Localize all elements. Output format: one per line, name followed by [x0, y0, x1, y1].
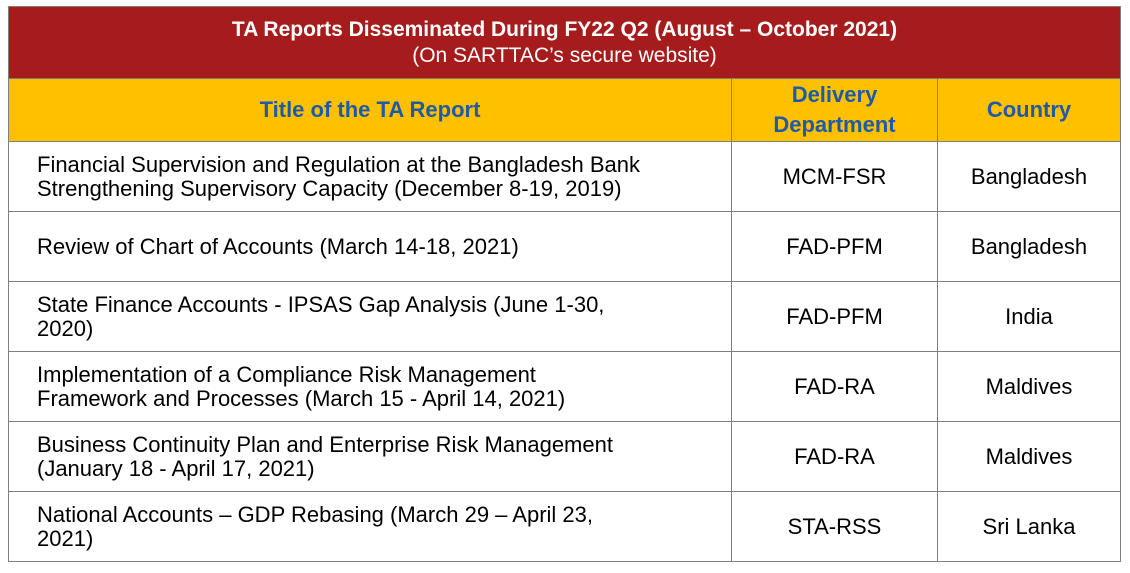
delivery-department-cell: MCM-FSR	[731, 141, 938, 212]
table-title: TA Reports Disseminated During FY22 Q2 (…	[231, 17, 898, 41]
report-title-cell: Business Continuity Plan and Enterprise …	[8, 421, 732, 492]
report-title-cell: State Finance Accounts - IPSAS Gap Analy…	[8, 281, 732, 352]
table-subtitle: (On SARTTAC’s secure website)	[412, 43, 717, 67]
report-title-line2: Framework and Processes (March 15 - Apri…	[37, 385, 566, 411]
column-header-country: Country	[937, 78, 1121, 142]
delivery-department-cell: STA-RSS	[731, 491, 938, 562]
report-title-line2: 2020)	[37, 315, 94, 341]
table-body: Financial Supervision and Regulation at …	[8, 141, 1121, 562]
report-title-line1: Review of Chart of Accounts (March 14-18…	[37, 233, 519, 259]
column-header-department: Delivery Department	[731, 78, 938, 142]
country-cell: Maldives	[937, 351, 1121, 422]
report-title-line1: National Accounts – GDP Rebasing (March …	[37, 501, 594, 527]
ta-reports-table-container: TA Reports Disseminated During FY22 Q2 (…	[8, 6, 1121, 562]
report-title-line1: Implementation of a Compliance Risk Mana…	[37, 361, 536, 387]
table-row: State Finance Accounts - IPSAS Gap Analy…	[8, 281, 1121, 352]
delivery-department-cell: FAD-PFM	[731, 281, 938, 352]
table-row: National Accounts – GDP Rebasing (March …	[8, 491, 1121, 562]
report-title-cell: Review of Chart of Accounts (March 14-18…	[8, 211, 732, 282]
country-cell: Bangladesh	[937, 211, 1121, 282]
column-header-department-line2: Department	[773, 112, 896, 137]
report-title-line1: Financial Supervision and Regulation at …	[37, 151, 640, 177]
table-caption-row: TA Reports Disseminated During FY22 Q2 (…	[8, 6, 1121, 79]
column-header-department-line1: Delivery	[791, 82, 878, 107]
ta-reports-table: TA Reports Disseminated During FY22 Q2 (…	[8, 6, 1121, 562]
report-title-line2: Strengthening Supervisory Capacity (Dece…	[37, 175, 622, 201]
table-row: Implementation of a Compliance Risk Mana…	[8, 351, 1121, 422]
table-row: Financial Supervision and Regulation at …	[8, 141, 1121, 212]
country-cell: Bangladesh	[937, 141, 1121, 212]
delivery-department-cell: FAD-RA	[731, 421, 938, 492]
report-title-cell: Financial Supervision and Regulation at …	[8, 141, 732, 212]
table-header-row: Title of the TA Report Delivery Departme…	[8, 78, 1121, 142]
report-title-cell: National Accounts – GDP Rebasing (March …	[8, 491, 732, 562]
report-title-line1: Business Continuity Plan and Enterprise …	[37, 431, 613, 457]
table-caption-cell: TA Reports Disseminated During FY22 Q2 (…	[8, 6, 1121, 79]
report-title-line2: (January 18 - April 17, 2021)	[37, 455, 315, 481]
column-header-title: Title of the TA Report	[8, 78, 732, 142]
country-cell: Sri Lanka	[937, 491, 1121, 562]
table-row: Business Continuity Plan and Enterprise …	[8, 421, 1121, 492]
report-title-line1: State Finance Accounts - IPSAS Gap Analy…	[37, 291, 605, 317]
country-cell: Maldives	[937, 421, 1121, 492]
report-title-cell: Implementation of a Compliance Risk Mana…	[8, 351, 732, 422]
country-cell: India	[937, 281, 1121, 352]
delivery-department-cell: FAD-PFM	[731, 211, 938, 282]
table-row: Review of Chart of Accounts (March 14-18…	[8, 211, 1121, 282]
delivery-department-cell: FAD-RA	[731, 351, 938, 422]
report-title-line2: 2021)	[37, 525, 94, 551]
